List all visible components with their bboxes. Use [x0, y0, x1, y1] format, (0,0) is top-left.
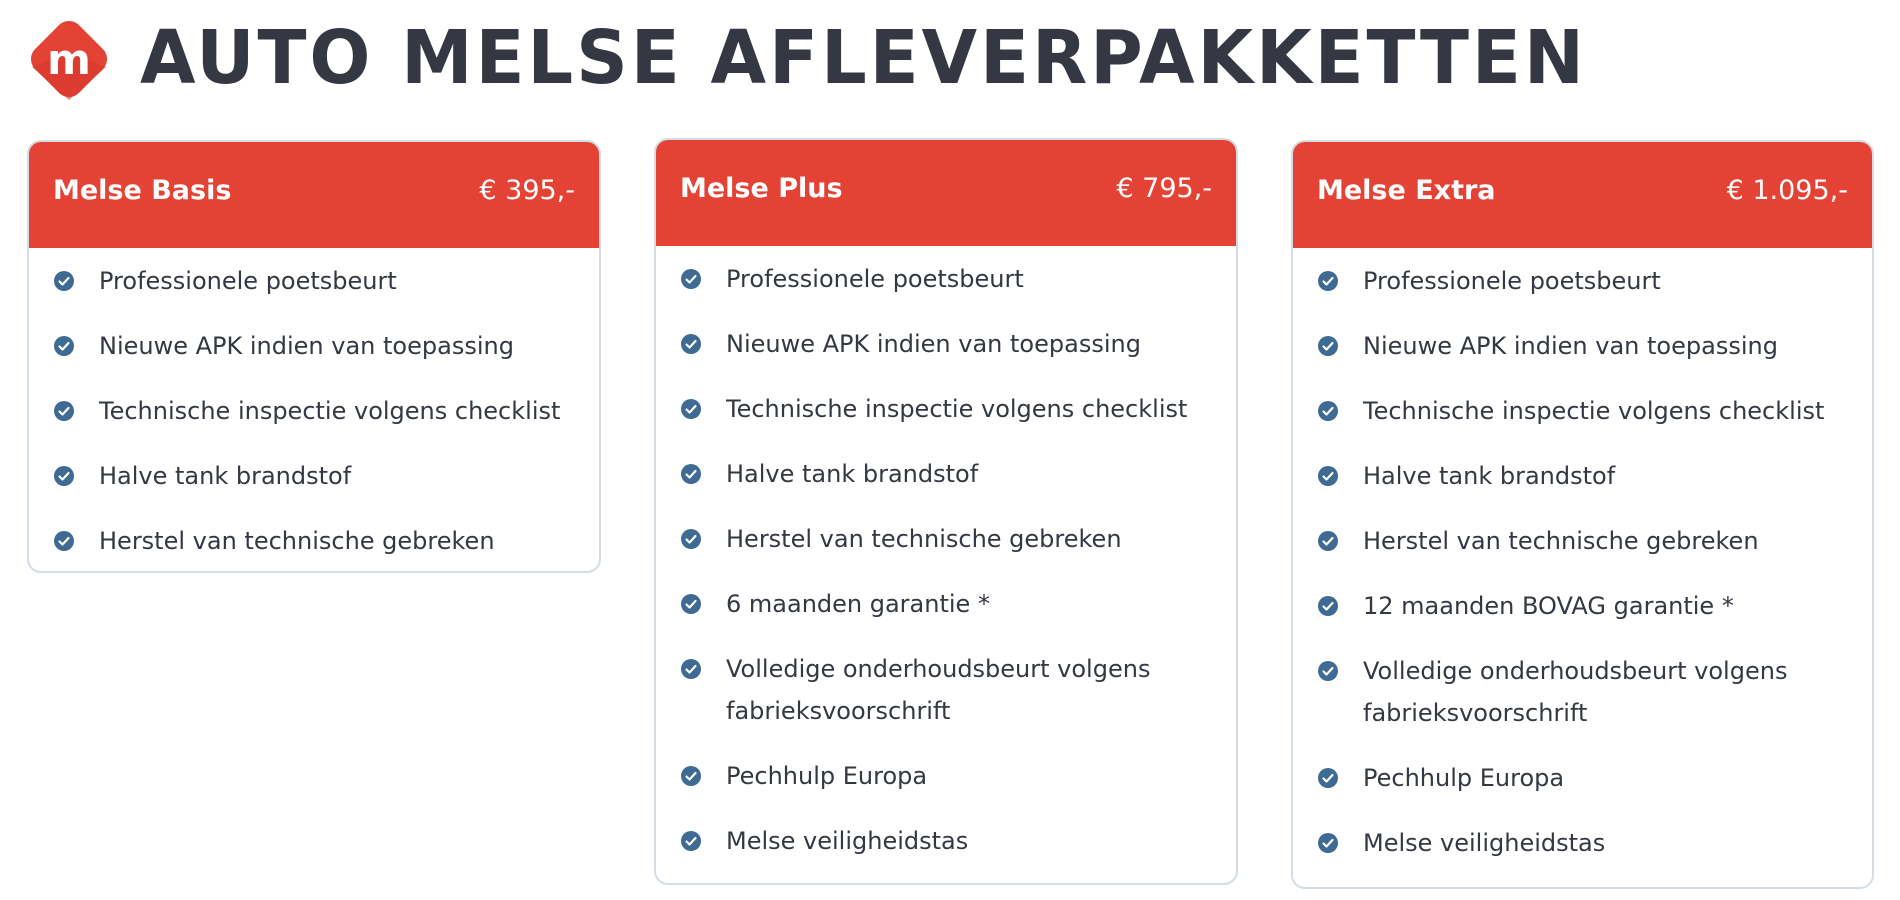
feature-text: Technische inspectie volgens checklist [1363, 397, 1825, 425]
feature-text: Halve tank brandstof [99, 462, 352, 490]
feature-text: Volledige onderhoudsbeurt volgens fabrie… [726, 655, 1151, 725]
check-circle-icon [681, 594, 701, 614]
feature-text: Technische inspectie volgens checklist [99, 397, 561, 425]
check-circle-icon [1318, 271, 1338, 291]
feature-text: Melse veiligheidstas [1363, 829, 1606, 857]
feature-text: Herstel van technische gebreken [726, 525, 1122, 553]
check-circle-icon [681, 464, 701, 484]
feature-item: Herstel van technische gebreken [680, 518, 1212, 560]
plan-card-plus: Melse Plus € 795,- Professionele poetsbeu… [654, 138, 1238, 885]
plan-name: Melse Basis [53, 174, 232, 206]
feature-item: Professionele poetsbeurt [53, 260, 575, 302]
check-circle-icon [681, 529, 701, 549]
check-circle-icon [1318, 833, 1338, 853]
feature-list: Professionele poetsbeurt Nieuwe APK indie… [29, 248, 599, 562]
page-title: AUTO MELSE AFLEVERPAKKETTEN [140, 15, 1587, 101]
feature-text: Nieuwe APK indien van toepassing [726, 330, 1141, 358]
feature-item: Herstel van technische gebreken [53, 520, 575, 562]
feature-text: Herstel van technische gebreken [99, 527, 495, 555]
plan-price: € 795,- [1116, 172, 1212, 204]
feature-item: Halve tank brandstof [53, 455, 575, 497]
check-circle-icon [1318, 336, 1338, 356]
feature-item: Professionele poetsbeurt [680, 258, 1212, 300]
feature-text: Pechhulp Europa [1363, 764, 1565, 792]
feature-text: Nieuwe APK indien van toepassing [99, 332, 514, 360]
feature-item: Professionele poetsbeurt [1317, 260, 1848, 302]
check-circle-icon [681, 659, 701, 679]
feature-list: Professionele poetsbeurt Nieuwe APK indie… [656, 246, 1236, 862]
plan-name: Melse Extra [1317, 174, 1496, 206]
feature-item: Pechhulp Europa [1317, 757, 1848, 799]
check-circle-icon [1318, 596, 1338, 616]
feature-item: Volledige onderhoudsbeurt volgens fabrie… [680, 648, 1212, 732]
logo-letter: m [47, 35, 91, 84]
plan-header: Melse Plus € 795,- [656, 140, 1236, 246]
feature-text: Halve tank brandstof [1363, 462, 1616, 490]
feature-item: Halve tank brandstof [680, 453, 1212, 495]
check-circle-icon [54, 271, 74, 291]
feature-list: Professionele poetsbeurt Nieuwe APK indie… [1293, 248, 1872, 864]
feature-item: Herstel van technische gebreken [1317, 520, 1848, 562]
feature-text: 6 maanden garantie * [726, 590, 990, 618]
feature-text: Herstel van technische gebreken [1363, 527, 1759, 555]
plan-card-extra: Melse Extra € 1.095,- Professionele poets… [1291, 140, 1874, 889]
feature-item: Nieuwe APK indien van toepassing [53, 325, 575, 367]
feature-text: Professionele poetsbeurt [1363, 267, 1661, 295]
check-circle-icon [54, 531, 74, 551]
feature-text: Halve tank brandstof [726, 460, 979, 488]
feature-text: 12 maanden BOVAG garantie * [1363, 592, 1734, 620]
plan-header: Melse Extra € 1.095,- [1293, 142, 1872, 248]
feature-item: 6 maanden garantie * [680, 583, 1212, 625]
feature-item: Melse veiligheidstas [680, 820, 1212, 862]
check-circle-icon [1318, 531, 1338, 551]
feature-item: Technische inspectie volgens checklist [53, 390, 575, 432]
feature-item: 12 maanden BOVAG garantie * [1317, 585, 1848, 627]
feature-item: Halve tank brandstof [1317, 455, 1848, 497]
plan-name: Melse Plus [680, 172, 843, 204]
feature-item: Nieuwe APK indien van toepassing [1317, 325, 1848, 367]
check-circle-icon [681, 399, 701, 419]
plan-card-basis: Melse Basis € 395,- Professionele poetsbe… [27, 140, 601, 573]
feature-text: Nieuwe APK indien van toepassing [1363, 332, 1778, 360]
check-circle-icon [54, 466, 74, 486]
melse-logo: m [22, 12, 116, 106]
feature-text: Melse veiligheidstas [726, 827, 969, 855]
check-circle-icon [681, 334, 701, 354]
check-circle-icon [681, 269, 701, 289]
feature-item: Melse veiligheidstas [1317, 822, 1848, 864]
feature-text: Volledige onderhoudsbeurt volgens fabrie… [1363, 657, 1788, 727]
check-circle-icon [54, 336, 74, 356]
feature-item: Pechhulp Europa [680, 755, 1212, 797]
check-circle-icon [681, 831, 701, 851]
feature-text: Technische inspectie volgens checklist [726, 395, 1188, 423]
check-circle-icon [1318, 466, 1338, 486]
check-circle-icon [681, 766, 701, 786]
check-circle-icon [1318, 401, 1338, 421]
feature-text: Professionele poetsbeurt [726, 265, 1024, 293]
plan-price: € 395,- [479, 174, 575, 206]
feature-item: Technische inspectie volgens checklist [1317, 390, 1848, 432]
feature-text: Pechhulp Europa [726, 762, 928, 790]
plan-header: Melse Basis € 395,- [29, 142, 599, 248]
check-circle-icon [1318, 661, 1338, 681]
feature-text: Professionele poetsbeurt [99, 267, 397, 295]
feature-item: Nieuwe APK indien van toepassing [680, 323, 1212, 365]
feature-item: Technische inspectie volgens checklist [680, 388, 1212, 430]
check-circle-icon [54, 401, 74, 421]
plan-price: € 1.095,- [1726, 174, 1848, 206]
feature-item: Volledige onderhoudsbeurt volgens fabrie… [1317, 650, 1848, 734]
check-circle-icon [1318, 768, 1338, 788]
